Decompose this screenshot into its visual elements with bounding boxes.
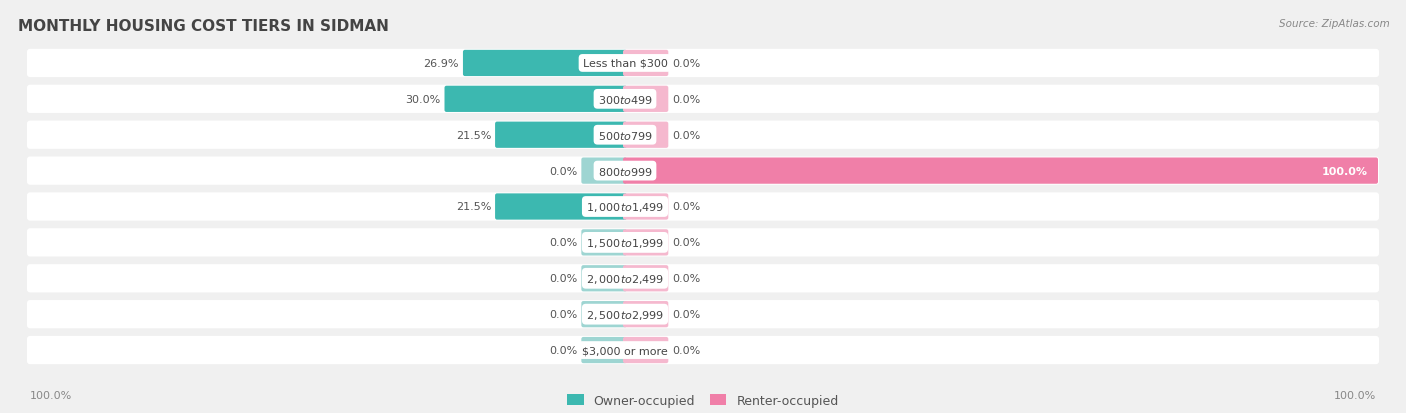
Text: 0.0%: 0.0% [672,274,700,284]
FancyBboxPatch shape [623,158,1378,184]
FancyBboxPatch shape [27,264,1379,293]
FancyBboxPatch shape [623,337,668,363]
Text: 100.0%: 100.0% [1322,166,1368,176]
FancyBboxPatch shape [623,301,668,328]
FancyBboxPatch shape [27,85,1379,114]
Text: 30.0%: 30.0% [405,95,440,104]
Text: 0.0%: 0.0% [550,166,578,176]
Text: 0.0%: 0.0% [672,238,700,248]
FancyBboxPatch shape [581,337,627,363]
Text: 0.0%: 0.0% [550,345,578,355]
Text: $1,000 to $1,499: $1,000 to $1,499 [586,201,664,214]
Text: MONTHLY HOUSING COST TIERS IN SIDMAN: MONTHLY HOUSING COST TIERS IN SIDMAN [18,19,389,34]
Text: 26.9%: 26.9% [423,59,458,69]
Text: 0.0%: 0.0% [672,202,700,212]
Text: $3,000 or more: $3,000 or more [582,345,668,355]
Text: $300 to $499: $300 to $499 [598,94,652,106]
Text: 0.0%: 0.0% [550,309,578,319]
FancyBboxPatch shape [623,86,668,113]
FancyBboxPatch shape [463,51,627,77]
Text: Less than $300: Less than $300 [582,59,668,69]
FancyBboxPatch shape [444,86,627,113]
FancyBboxPatch shape [27,121,1379,150]
Text: 0.0%: 0.0% [672,131,700,140]
Text: 0.0%: 0.0% [672,345,700,355]
Text: $500 to $799: $500 to $799 [598,129,652,141]
FancyBboxPatch shape [495,122,627,149]
FancyBboxPatch shape [27,300,1379,328]
Text: 0.0%: 0.0% [672,309,700,319]
Text: 0.0%: 0.0% [550,238,578,248]
Legend: Owner-occupied, Renter-occupied: Owner-occupied, Renter-occupied [568,394,838,407]
Text: Source: ZipAtlas.com: Source: ZipAtlas.com [1279,19,1391,29]
Text: 0.0%: 0.0% [672,59,700,69]
Text: 21.5%: 21.5% [456,202,491,212]
FancyBboxPatch shape [27,336,1379,364]
FancyBboxPatch shape [623,122,668,149]
Text: $2,500 to $2,999: $2,500 to $2,999 [586,308,664,321]
FancyBboxPatch shape [623,266,668,292]
FancyBboxPatch shape [581,266,627,292]
FancyBboxPatch shape [581,158,627,184]
Text: 21.5%: 21.5% [456,131,491,140]
Text: 0.0%: 0.0% [550,274,578,284]
FancyBboxPatch shape [27,229,1379,257]
FancyBboxPatch shape [581,230,627,256]
Text: $2,000 to $2,499: $2,000 to $2,499 [586,272,664,285]
Text: $1,500 to $1,999: $1,500 to $1,999 [586,236,664,249]
FancyBboxPatch shape [27,193,1379,221]
FancyBboxPatch shape [27,50,1379,78]
Text: 100.0%: 100.0% [1334,390,1376,400]
FancyBboxPatch shape [27,157,1379,185]
Text: 0.0%: 0.0% [672,95,700,104]
Text: $800 to $999: $800 to $999 [598,165,652,177]
FancyBboxPatch shape [623,194,668,220]
FancyBboxPatch shape [581,301,627,328]
Text: 100.0%: 100.0% [30,390,72,400]
FancyBboxPatch shape [623,230,668,256]
FancyBboxPatch shape [495,194,627,220]
FancyBboxPatch shape [623,51,668,77]
